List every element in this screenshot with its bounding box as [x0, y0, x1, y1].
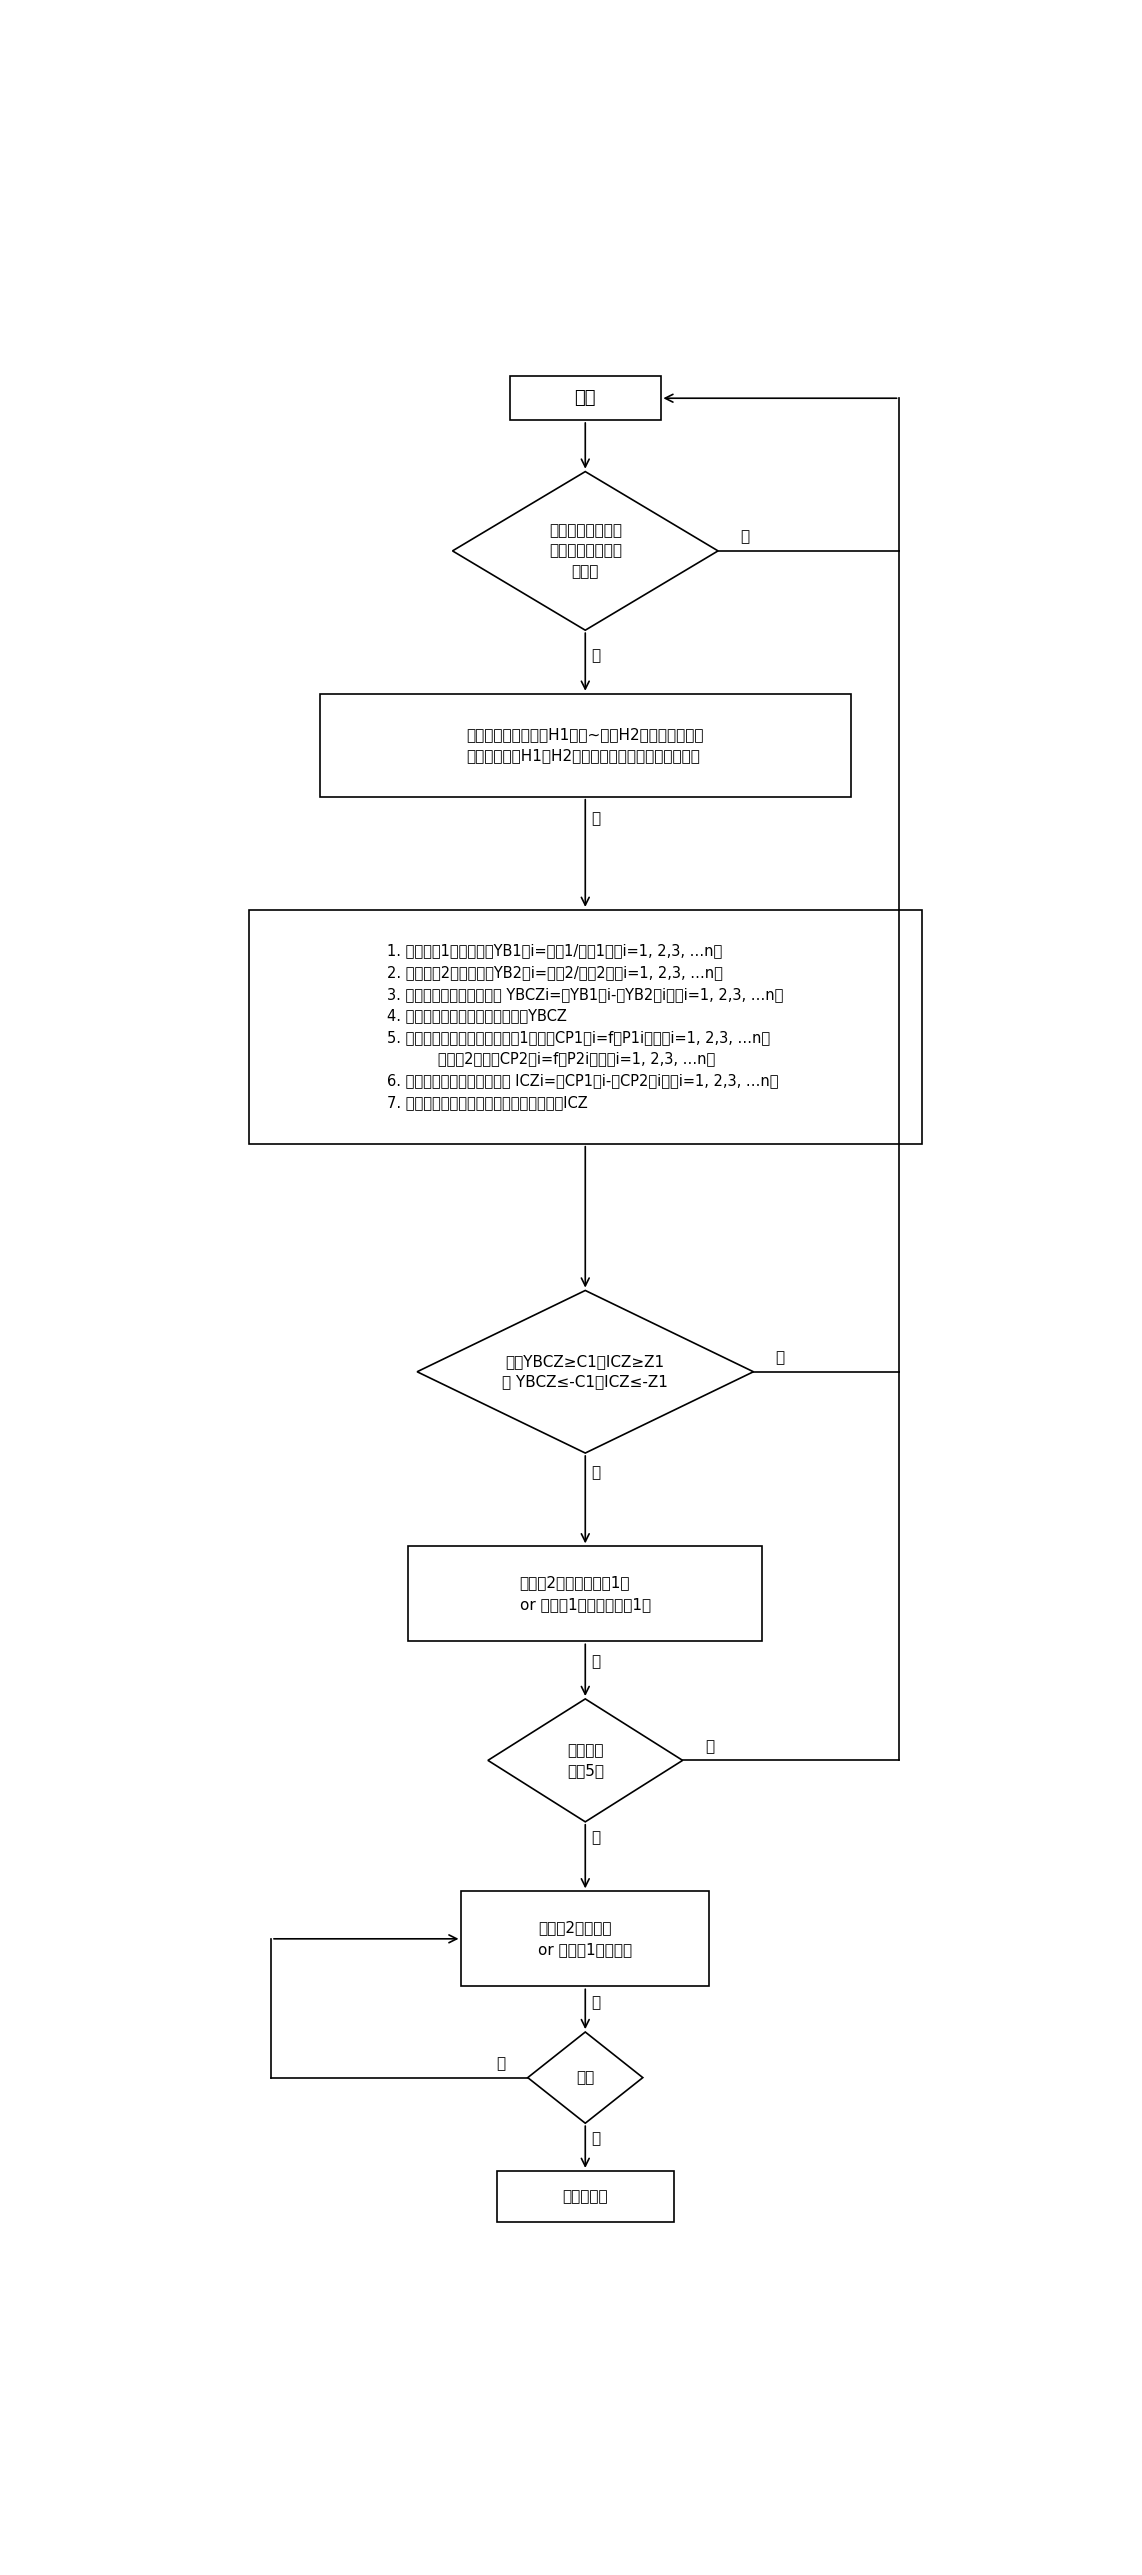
Text: 是: 是 [592, 1831, 601, 1846]
Text: 1. 计算系统1压力比值（YB1）i=高压1/低压1。（i=1, 2,3, …n）
2. 计算系统2压力比值（YB2）i=高压2/低压2。（i=1, 2,3, : 1. 计算系统1压力比值（YB1）i=高压1/低压1。（i=1, 2,3, …n… [387, 942, 783, 1110]
Text: 否: 否 [497, 2057, 506, 2070]
Text: 无温度和压力等传
感器及其他控制元
件故障: 无温度和压力等传 感器及其他控制元 件故障 [549, 523, 621, 579]
Text: 是: 是 [592, 1996, 601, 2008]
Text: 记录，结束: 记录，结束 [563, 2189, 608, 2204]
Text: 开始: 开始 [574, 389, 596, 407]
Text: 是: 是 [592, 1653, 601, 1669]
Bar [320, 693, 851, 796]
Text: 如果YBCZ≥C1且ICZ≥Z1
或 YBCZ≤-C1且ICZ≤-Z1: 如果YBCZ≥C1且ICZ≥Z1 或 YBCZ≤-C1且ICZ≤-Z1 [502, 1354, 668, 1390]
Text: 提取时域上一工作日H1时刻~当日H2时刻的系统全冷
运行数据；（H1和H2可根据车辆运营管理合理确定）: 提取时域上一工作日H1时刻~当日H2时刻的系统全冷 运行数据；（H1和H2可根据… [467, 726, 703, 765]
Text: 修复: 修复 [577, 2070, 594, 2086]
Text: 是: 是 [592, 1465, 601, 1481]
Bar [409, 1545, 762, 1640]
Bar [249, 909, 922, 1143]
Polygon shape [488, 1700, 683, 1823]
Text: 是: 是 [592, 649, 601, 664]
Text: 否: 否 [705, 1738, 714, 1754]
Bar [497, 2171, 674, 2222]
Text: 否: 否 [740, 530, 749, 543]
Bar [461, 1890, 709, 1985]
Polygon shape [417, 1290, 754, 1452]
Polygon shape [452, 471, 718, 631]
Text: 否: 否 [775, 1349, 785, 1365]
Text: 故障连续
预警5次: 故障连续 预警5次 [566, 1743, 604, 1779]
Text: 是: 是 [592, 2132, 601, 2148]
Text: 压缩机2故障预警记录1次
or 压缩机1故障预警记录1次: 压缩机2故障预警记录1次 or 压缩机1故障预警记录1次 [520, 1576, 651, 1612]
Text: 压缩机2故障预警
or 压缩机1故障预警: 压缩机2故障预警 or 压缩机1故障预警 [538, 1921, 633, 1957]
Bar [510, 376, 660, 420]
Polygon shape [528, 2032, 643, 2124]
Text: 是: 是 [592, 811, 601, 827]
